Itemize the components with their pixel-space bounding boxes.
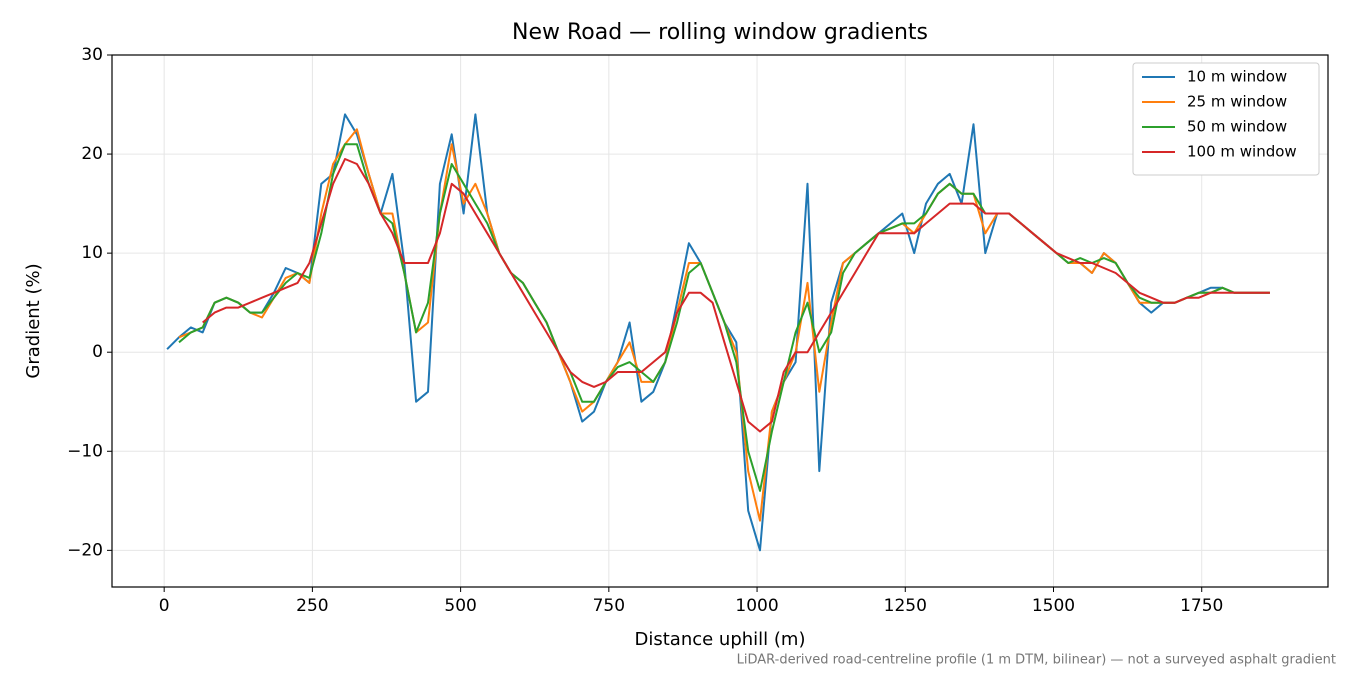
legend-label: 10 m window <box>1187 68 1287 86</box>
legend-label: 25 m window <box>1187 93 1287 111</box>
y-tick-label: −20 <box>67 540 103 560</box>
x-tick-label: 0 <box>159 596 170 616</box>
x-tick-label: 1500 <box>1032 596 1075 616</box>
y-tick-label: −10 <box>67 441 103 461</box>
y-tick-label: 0 <box>92 342 103 362</box>
x-tick-label: 1000 <box>735 596 778 616</box>
x-tick-label: 250 <box>296 596 328 616</box>
chart-title: New Road — rolling window gradients <box>512 20 928 45</box>
series-line <box>178 143 1270 492</box>
plot-frame <box>111 54 1329 588</box>
x-tick-label: 750 <box>593 596 625 616</box>
legend-label: 50 m window <box>1187 118 1287 136</box>
x-axis-label: Distance uphill (m) <box>635 629 806 650</box>
x-tick-label: 1750 <box>1180 596 1223 616</box>
series-line <box>202 158 1270 433</box>
legend-box <box>1132 62 1320 176</box>
annotation: LiDAR-derived road-centreline profile (1… <box>737 653 1336 668</box>
x-tick-label: 500 <box>444 596 476 616</box>
y-tick-label: 30 <box>81 45 103 65</box>
x-tick-label: 1250 <box>884 596 927 616</box>
y-tick-label: 20 <box>81 144 103 164</box>
y-tick-label: 10 <box>81 243 103 263</box>
y-axis-label: Gradient (%) <box>23 263 44 378</box>
legend-label: 100 m window <box>1187 143 1297 161</box>
